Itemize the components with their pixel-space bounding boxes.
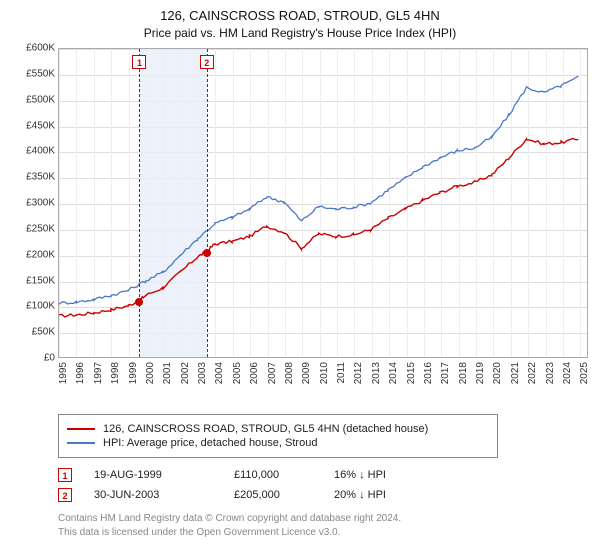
x-tick-label: 2016 [423,362,434,384]
x-tick-label: 2011 [336,362,347,384]
y-tick-label: £150K [26,275,55,286]
sale-marker-line [139,49,140,357]
x-tick-label: 2015 [406,362,417,384]
sales-row: 2 30-JUN-2003 £205,000 20% ↓ HPI [58,488,590,502]
x-tick-label: 2009 [301,362,312,384]
sale-marker-box: 1 [132,55,146,69]
y-tick-label: £200K [26,249,55,260]
chart-subtitle: Price paid vs. HM Land Registry's House … [10,26,590,40]
legend-label: HPI: Average price, detached house, Stro… [103,437,317,449]
x-axis: 1995 1996 1997 1998 1999 2000 2001 2002 2003 2004… [58,358,588,408]
sale-marker-box: 2 [200,55,214,69]
x-tick-label: 2008 [284,362,295,384]
y-tick-label: £100K [26,301,55,312]
sales-table: 1 19-AUG-1999 £110,000 16% ↓ HPI 2 30-JU… [58,468,590,502]
series-line [59,139,578,317]
y-tick-label: £50K [32,327,55,338]
x-tick-label: 2021 [510,362,521,384]
footnote-line: This data is licensed under the Open Gov… [58,526,590,540]
x-tick-label: 2023 [545,362,556,384]
sale-marker-dot [135,298,143,306]
sale-hpi-delta: 16% ↓ HPI [334,469,454,481]
legend: 126, CAINSCROSS ROAD, STROUD, GL5 4HN (d… [58,414,498,458]
x-tick-label: 2012 [353,362,364,384]
y-tick-label: £500K [26,94,55,105]
x-tick-label: 2025 [579,362,590,384]
legend-item-property: 126, CAINSCROSS ROAD, STROUD, GL5 4HN (d… [67,423,489,435]
x-tick-label: 2000 [145,362,156,384]
sale-marker-line [207,49,208,357]
legend-item-hpi: HPI: Average price, detached house, Stro… [67,437,489,449]
x-tick-label: 2019 [475,362,486,384]
footnote: Contains HM Land Registry data © Crown c… [58,512,590,539]
y-tick-label: £350K [26,172,55,183]
chart-area: £0 £50K £100K £150K £200K £250K £300K £350K £400… [10,48,590,408]
legend-swatch [67,442,95,444]
footnote-line: Contains HM Land Registry data © Crown c… [58,512,590,526]
x-tick-label: 2020 [492,362,503,384]
x-tick-label: 2013 [371,362,382,384]
line-series [59,49,587,357]
y-tick-label: £0 [44,353,55,364]
x-tick-label: 2005 [232,362,243,384]
x-tick-label: 2007 [267,362,278,384]
x-tick-label: 2003 [197,362,208,384]
x-tick-label: 2004 [214,362,225,384]
x-tick-label: 1997 [93,362,104,384]
x-tick-label: 1995 [58,362,69,384]
x-tick-label: 2014 [388,362,399,384]
x-tick-label: 2022 [527,362,538,384]
sale-marker-icon: 2 [58,488,72,502]
sale-price: £110,000 [234,469,334,481]
y-tick-label: £450K [26,120,55,131]
legend-label: 126, CAINSCROSS ROAD, STROUD, GL5 4HN (d… [103,423,428,435]
y-tick-label: £250K [26,223,55,234]
x-tick-label: 2002 [180,362,191,384]
x-tick-label: 2010 [319,362,330,384]
y-axis: £0£50K£100K£150K£200K£250K£300K£350K£400… [10,48,58,358]
x-tick-label: 2017 [440,362,451,384]
y-tick-label: £600K [26,43,55,54]
x-tick-label: 1996 [75,362,86,384]
x-tick-label: 2018 [458,362,469,384]
sale-hpi-delta: 20% ↓ HPI [334,489,454,501]
sale-date: 19-AUG-1999 [94,469,234,481]
y-tick-label: £400K [26,146,55,157]
plot-area: 12 [58,48,588,358]
sale-marker-dot [203,249,211,257]
sale-date: 30-JUN-2003 [94,489,234,501]
series-line [59,76,578,304]
sale-price: £205,000 [234,489,334,501]
x-tick-label: 2024 [562,362,573,384]
x-tick-label: 2006 [249,362,260,384]
sale-marker-icon: 1 [58,468,72,482]
x-tick-label: 2001 [162,362,173,384]
legend-swatch [67,428,95,430]
y-tick-label: £300K [26,198,55,209]
sales-row: 1 19-AUG-1999 £110,000 16% ↓ HPI [58,468,590,482]
y-tick-label: £550K [26,68,55,79]
chart-title: 126, CAINSCROSS ROAD, STROUD, GL5 4HN [10,8,590,23]
chart-container: 126, CAINSCROSS ROAD, STROUD, GL5 4HN Pr… [0,0,600,547]
x-tick-label: 1998 [110,362,121,384]
x-tick-label: 1999 [128,362,139,384]
